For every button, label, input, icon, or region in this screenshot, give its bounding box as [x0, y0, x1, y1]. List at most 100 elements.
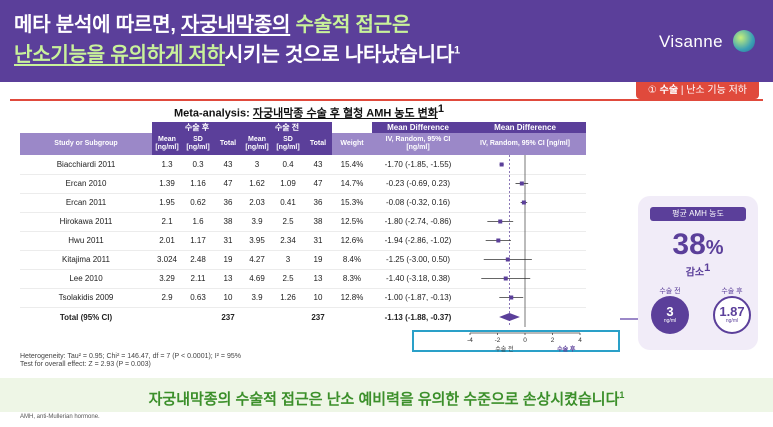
meta-analysis-table: 수술 후 수술 전 Mean Difference Mean Differenc… [20, 122, 586, 327]
col-sd-after: SD [ng/ml] [182, 133, 214, 155]
group-after-header: 수술 후 [152, 122, 242, 133]
mean-after: 2.1 [152, 212, 182, 232]
mean-difference: -0.08 (-0.32, 0.16) [372, 193, 464, 213]
total-n-after: 237 [214, 306, 242, 327]
mean-difference: -1.25 (-3.00, 0.50) [372, 250, 464, 270]
n-after: 10 [214, 288, 242, 308]
before-value: 3 [666, 304, 674, 319]
table-row: Ercan 2010 1.39 1.16 47 1.62 1.09 47 14.7% -0.23… [20, 174, 586, 194]
n-before: 43 [304, 155, 332, 175]
n-before: 47 [304, 174, 332, 194]
col-total-before: Total [304, 133, 332, 155]
conclusion-text: 자궁내막종의 수술적 접근은 난소 예비력을 유의한 수준으로 손상시켰습니다 [148, 391, 620, 408]
title-superscript: 1 [454, 44, 460, 57]
sd-after: 2.11 [182, 269, 214, 289]
weight: 15.4% [332, 155, 372, 175]
study-name: Hirokawa 2011 [20, 212, 152, 232]
mean-after: 3.024 [152, 250, 182, 270]
sd-before: 1.09 [272, 174, 304, 194]
reduction-percent: 38% [638, 228, 758, 262]
group-md-header: Mean Difference [372, 122, 464, 133]
after-value-circle: 1.87 ng/ml [713, 296, 751, 334]
blank-header [332, 122, 372, 133]
after-value: 1.87 [719, 304, 745, 319]
sd-after: 0.63 [182, 288, 214, 308]
total-n-before: 237 [304, 306, 332, 327]
n-before: 31 [304, 231, 332, 251]
study-name: Tsolakidis 2009 [20, 288, 152, 308]
n-before: 10 [304, 288, 332, 308]
before-unit: ng/ml [663, 318, 677, 324]
mean-before: 3.9 [242, 288, 272, 308]
total-highlight-box [412, 330, 620, 352]
n-after: 31 [214, 231, 242, 251]
mean-after: 2.9 [152, 288, 182, 308]
sd-before: 0.41 [272, 193, 304, 213]
divider-line [10, 99, 763, 101]
study-name: Kitajima 2011 [20, 250, 152, 270]
cell [152, 306, 182, 327]
mean-difference: -1.94 (-2.86, -1.02) [372, 231, 464, 251]
conclusion-banner: 자궁내막종의 수술적 접근은 난소 예비력을 유의한 수준으로 손상시켰습니다1 [0, 378, 773, 412]
n-after: 13 [214, 269, 242, 289]
col-ci: IV, Random, 95% CI [ng/ml] [372, 133, 464, 155]
col-total-after: Total [214, 133, 242, 155]
table-row: Tsolakidis 2009 2.9 0.63 10 3.9 1.26 10 12.8% -1… [20, 288, 586, 308]
cell [182, 306, 214, 327]
sd-before: 2.34 [272, 231, 304, 251]
n-before: 38 [304, 212, 332, 232]
weight: 12.6% [332, 231, 372, 251]
group-md2-header: Mean Difference [464, 122, 586, 133]
mean-difference: -0.23 (-0.69, 0.23) [372, 174, 464, 194]
header-banner: 메타 분석에 따르면, 자궁내막종의 수술적 접근은 난소기능을 유의하게 저하… [0, 0, 773, 82]
tag-bold: 수술 [659, 85, 679, 96]
total-row: Total (95% CI) 237 237 -1.13 (-1.88, -0.… [20, 306, 586, 327]
n-after: 19 [214, 250, 242, 270]
sd-after: 0.62 [182, 193, 214, 213]
n-before: 13 [304, 269, 332, 289]
sd-after: 1.17 [182, 231, 214, 251]
sd-before: 2.5 [272, 212, 304, 232]
sd-before: 2.5 [272, 269, 304, 289]
mean-after: 2.01 [152, 231, 182, 251]
mean-before: 1.62 [242, 174, 272, 194]
table-row: Ercan 2011 1.95 0.62 36 2.03 0.41 36 15.3% -0.08… [20, 193, 586, 213]
tag-number: ① [647, 85, 657, 96]
mean-after: 1.3 [152, 155, 182, 175]
col-ci-plot: IV, Random, 95% CI [ng/ml] [464, 133, 586, 155]
conclusion-superscript: 1 [619, 390, 625, 400]
sd-after: 1.6 [182, 212, 214, 232]
sd-after: 1.16 [182, 174, 214, 194]
n-before: 36 [304, 193, 332, 213]
section-tag: ① 수술 | 난소 기능 저하 [635, 82, 759, 99]
col-study: Study or Subgroup [20, 133, 152, 155]
footnote: AMH, anti-Mullerian hormone. [20, 414, 100, 420]
mean-after: 1.39 [152, 174, 182, 194]
title-line-2: 난소기능을 유의하게 저하시키는 것으로 나타났습니다1 [14, 38, 460, 67]
mean-before: 2.03 [242, 193, 272, 213]
mean-difference: -1.40 (-3.18, 0.38) [372, 269, 464, 289]
after-label: 수술 후 [721, 288, 743, 295]
mean-before: 3 [242, 155, 272, 175]
mean-before: 4.69 [242, 269, 272, 289]
n-after: 43 [214, 155, 242, 175]
col-sd-before: SD [ng/ml] [272, 133, 304, 155]
plot-cell [464, 250, 586, 270]
study-name: Ercan 2011 [20, 193, 152, 213]
cell [272, 306, 304, 327]
mean-after: 1.95 [152, 193, 182, 213]
sd-after: 2.48 [182, 250, 214, 270]
statistics-notes: Heterogeneity: Tau² = 0.95; Chi² = 146.4… [20, 353, 241, 369]
plot-cell [464, 174, 586, 194]
reduction-label: 감소1 [638, 262, 758, 278]
study-name: Ercan 2010 [20, 174, 152, 194]
plot-cell [464, 231, 586, 251]
table-title-underlined: 자궁내막종 수술 후 혈청 AMH 농도 변화 [252, 107, 438, 120]
mean-before: 3.9 [242, 212, 272, 232]
table-row: Hirokawa 2011 2.1 1.6 38 3.9 2.5 38 12.5% -1.80 … [20, 212, 586, 232]
sd-before: 1.26 [272, 288, 304, 308]
mean-after: 3.29 [152, 269, 182, 289]
weight: 8.4% [332, 250, 372, 270]
weight: 12.5% [332, 212, 372, 232]
before-value-circle: 3 ng/ml [651, 296, 689, 334]
